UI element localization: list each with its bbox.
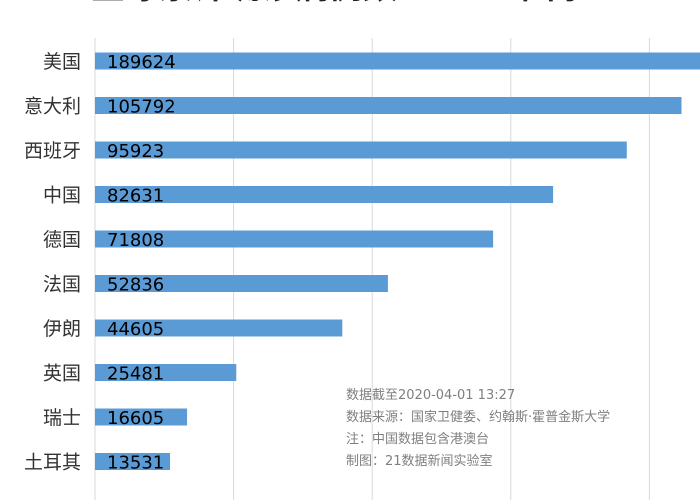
grid-layer bbox=[94, 38, 650, 500]
category-label: 中国 bbox=[43, 185, 81, 207]
chart-title: 全球累计确诊病例数TOP10国家 bbox=[90, 0, 589, 7]
value-label: 71808 bbox=[107, 230, 164, 251]
bar bbox=[95, 364, 237, 381]
bar bbox=[95, 141, 627, 159]
title-part: TOP10 bbox=[397, 0, 521, 7]
value-label: 189624 bbox=[107, 52, 176, 73]
note-china-data: 注：中国数据包含港澳台 bbox=[346, 432, 490, 447]
category-label: 英国 bbox=[43, 363, 81, 385]
value-label: 13531 bbox=[107, 453, 164, 474]
bar bbox=[95, 230, 494, 248]
value-label: 95923 bbox=[107, 141, 164, 162]
category-label: 意大利 bbox=[24, 96, 81, 118]
category-label: 土耳其 bbox=[24, 452, 81, 474]
title-part: 全球累计确诊病例数 bbox=[90, 0, 397, 7]
value-label: 105792 bbox=[107, 97, 176, 118]
value-label: 25481 bbox=[107, 364, 164, 385]
category-label: 美国 bbox=[43, 51, 81, 73]
bar bbox=[95, 275, 388, 292]
value-label: 82631 bbox=[107, 186, 164, 207]
title-part: 国家 bbox=[521, 0, 589, 7]
note-data-cutoff: 数据截至2020-04-01 13:27 bbox=[346, 388, 516, 403]
value-label: 44605 bbox=[107, 319, 164, 340]
bar bbox=[95, 319, 343, 337]
bar bbox=[95, 453, 171, 470]
bar bbox=[95, 186, 554, 203]
value-labels: 189624 105792 95923 82631 71808 52836 44605 254… bbox=[107, 52, 176, 474]
bar bbox=[95, 52, 700, 70]
category-label: 瑞士 bbox=[43, 407, 81, 429]
category-label: 西班牙 bbox=[24, 140, 81, 162]
source-notes: 数据截至2020-04-01 13:27 数据来源：国家卫健委、约翰斯·霍普金斯… bbox=[346, 385, 696, 473]
category-label: 德国 bbox=[43, 229, 81, 251]
bar-layer bbox=[95, 52, 700, 470]
note-credit: 制图：21数据新闻实验室 bbox=[346, 454, 493, 469]
category-label: 伊朗 bbox=[43, 318, 81, 340]
bar bbox=[95, 97, 682, 114]
category-label: 法国 bbox=[43, 274, 81, 296]
bar bbox=[95, 408, 188, 426]
value-label: 16605 bbox=[107, 408, 164, 429]
note-data-source: 数据来源：国家卫健委、约翰斯·霍普金斯大学 bbox=[346, 410, 611, 425]
value-label: 52836 bbox=[107, 275, 164, 296]
